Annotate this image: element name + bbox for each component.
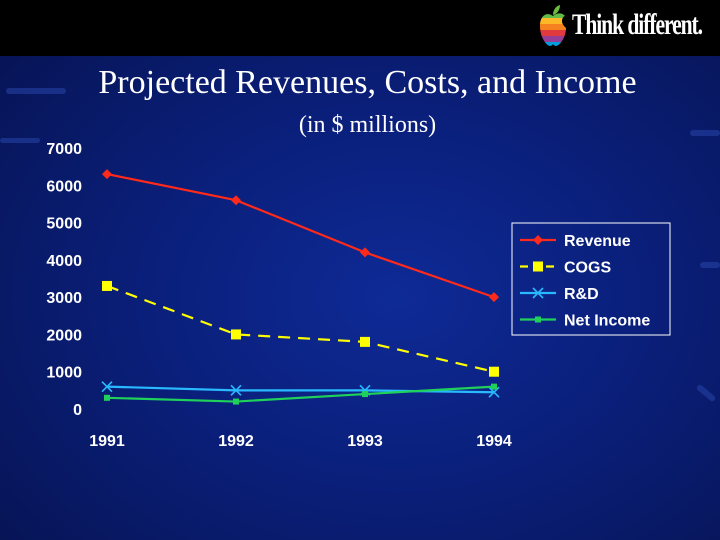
legend-marker	[533, 235, 543, 245]
x-tick-label: 1991	[89, 433, 125, 450]
data-point-revenue	[102, 169, 112, 180]
top-bar: Think different.	[0, 0, 720, 56]
series-net-income	[104, 383, 497, 405]
legend-item-r-d: R&D	[520, 286, 599, 303]
x-tick-labels: 1991 1992 1993 1994	[89, 433, 512, 450]
x-tick-label: 1994	[476, 433, 512, 450]
data-point-cogs	[489, 366, 499, 377]
legend-marker	[535, 316, 541, 323]
chart-subtitle: (in $ millions)	[298, 112, 437, 138]
legend-marker	[532, 287, 544, 299]
chart-title: Projected Revenues, Costs, and Income	[98, 64, 637, 101]
series-line-cogs	[106, 284, 495, 373]
series-line-net-income	[106, 385, 495, 403]
data-point-revenue	[489, 292, 499, 303]
y-tick-label: 0	[73, 402, 82, 419]
legend: Revenue COGS R&D Net Income	[511, 222, 671, 336]
series-line-revenue	[106, 173, 495, 299]
legend-marker	[533, 261, 543, 272]
legend-item-net-income: Net Income	[520, 313, 650, 330]
background-streak	[690, 130, 720, 136]
y-tick-label: 2000	[46, 327, 82, 344]
y-tick-label: 6000	[46, 178, 82, 195]
data-point-net-income	[104, 394, 110, 401]
data-point-r-d	[488, 386, 500, 398]
y-tick-label: 4000	[46, 253, 82, 270]
background-streak	[6, 88, 66, 94]
series-revenue	[102, 169, 499, 303]
legend-label: COGS	[564, 260, 611, 277]
series-cogs	[102, 280, 499, 377]
y-tick-label: 1000	[46, 365, 82, 382]
legend-box	[511, 222, 671, 336]
background-streak	[700, 262, 720, 268]
y-tick-labels: 0 1000 2000 3000 4000 5000 6000 7000	[46, 141, 82, 419]
apple-rainbow-logo-icon	[540, 5, 566, 46]
data-point-r-d	[230, 384, 242, 396]
y-tick-label: 3000	[46, 290, 82, 307]
data-point-cogs	[102, 280, 112, 291]
y-tick-label: 7000	[46, 141, 82, 158]
data-point-net-income	[491, 383, 497, 390]
legend-label: R&D	[564, 286, 599, 303]
background-streak	[0, 138, 40, 143]
data-point-net-income	[362, 391, 368, 398]
x-tick-label: 1992	[218, 433, 254, 450]
series-lines	[101, 169, 500, 405]
legend-item-revenue: Revenue	[520, 233, 631, 250]
x-tick-label: 1993	[347, 433, 383, 450]
legend-label: Revenue	[564, 233, 631, 250]
data-point-r-d	[101, 381, 113, 393]
data-point-net-income	[233, 398, 239, 405]
tagline: Think different.	[572, 8, 703, 41]
data-point-cogs	[231, 329, 241, 340]
legend-item-cogs: COGS	[520, 260, 611, 277]
legend-label: Net Income	[564, 313, 650, 330]
data-point-cogs	[360, 336, 370, 347]
y-tick-label: 5000	[46, 216, 82, 233]
data-point-revenue	[231, 195, 241, 206]
data-point-revenue	[360, 247, 370, 258]
